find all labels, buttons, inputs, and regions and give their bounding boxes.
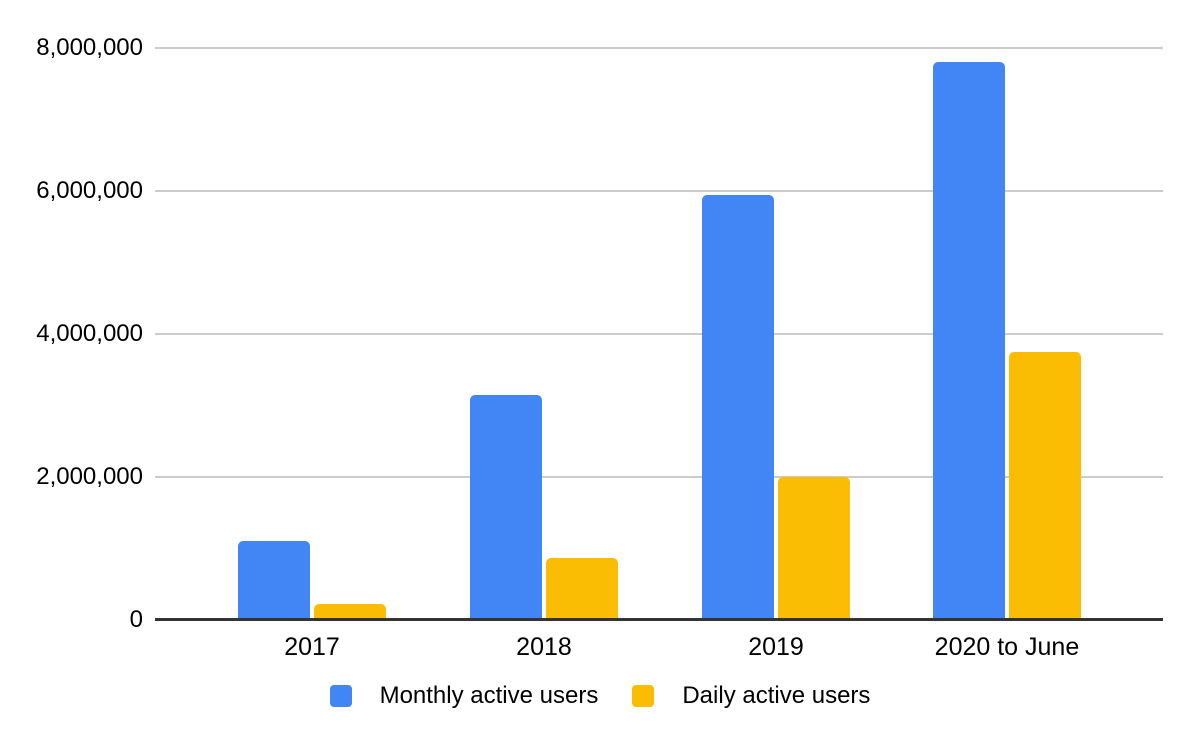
gridline [155,47,1163,49]
monthly-active-users-swatch-icon [329,685,352,707]
legend-item-monthly-active-users: Monthly active users [329,682,599,710]
legend: Monthly active users Daily active users [0,682,1200,710]
y-axis-label: 4,000,000 [36,320,143,347]
legend-label: Monthly active users [379,682,599,709]
plot-area [155,47,1163,621]
y-axis-label: 0 [129,606,143,633]
y-axis-label: 2,000,000 [36,463,143,490]
bar-daily-active-users-2018 [545,558,618,620]
bar-monthly-active-users-2018 [469,395,542,620]
y-axis-label: 6,000,000 [36,177,143,204]
gridline [155,333,1163,335]
y-axis-label: 8,000,000 [36,34,143,61]
gridline [155,476,1163,478]
bar-monthly-active-users-2019 [702,195,775,620]
x-axis-label: 2019 [748,633,804,661]
x-axis-label: 2020 to June [934,633,1080,661]
x-axis-label: 2018 [516,633,572,661]
bar-monthly-active-users-2020-to-june [932,62,1005,620]
legend-item-daily-active-users: Daily active users [632,682,870,710]
bar-daily-active-users-2017 [314,604,387,620]
gridline [155,190,1163,192]
bar-daily-active-users-2019 [778,477,851,620]
bar-monthly-active-users-2017 [238,541,311,620]
x-axis-label: 2017 [284,633,340,661]
bar-daily-active-users-2020-to-june [1008,352,1081,620]
daily-active-users-swatch-icon [632,685,655,707]
x-axis-line [155,618,1163,621]
legend-label: Daily active users [682,682,871,709]
